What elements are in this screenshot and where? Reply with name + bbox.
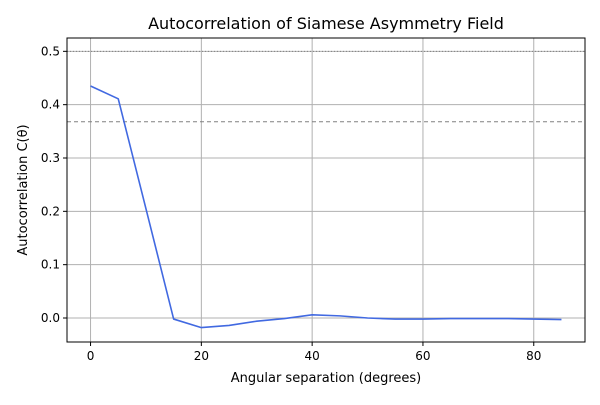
x-axis-ticks: 0 20 40 60 80 (87, 342, 542, 363)
reference-lines (67, 51, 585, 121)
plot-frame (67, 38, 585, 342)
y-tick-label: 0.5 (41, 44, 60, 58)
grid (67, 38, 585, 342)
x-tick-label: 0 (87, 349, 95, 363)
y-axis-ticks: 0.0 0.1 0.2 0.3 0.4 0.5 (41, 44, 67, 325)
x-tick-label: 20 (194, 349, 209, 363)
y-tick-label: 0.0 (41, 311, 60, 325)
x-tick-label: 80 (526, 349, 541, 363)
y-tick-label: 0.2 (41, 204, 60, 218)
y-tick-label: 0.3 (41, 151, 60, 165)
chart-title: Autocorrelation of Siamese Asymmetry Fie… (148, 14, 504, 33)
x-tick-label: 40 (305, 349, 320, 363)
y-tick-label: 0.4 (41, 98, 60, 112)
x-tick-label: 60 (415, 349, 430, 363)
x-axis-label: Angular separation (degrees) (231, 371, 422, 386)
series-line (91, 86, 562, 328)
y-tick-label: 0.1 (41, 258, 60, 272)
y-axis-label: Autocorrelation C(θ) (16, 124, 31, 255)
